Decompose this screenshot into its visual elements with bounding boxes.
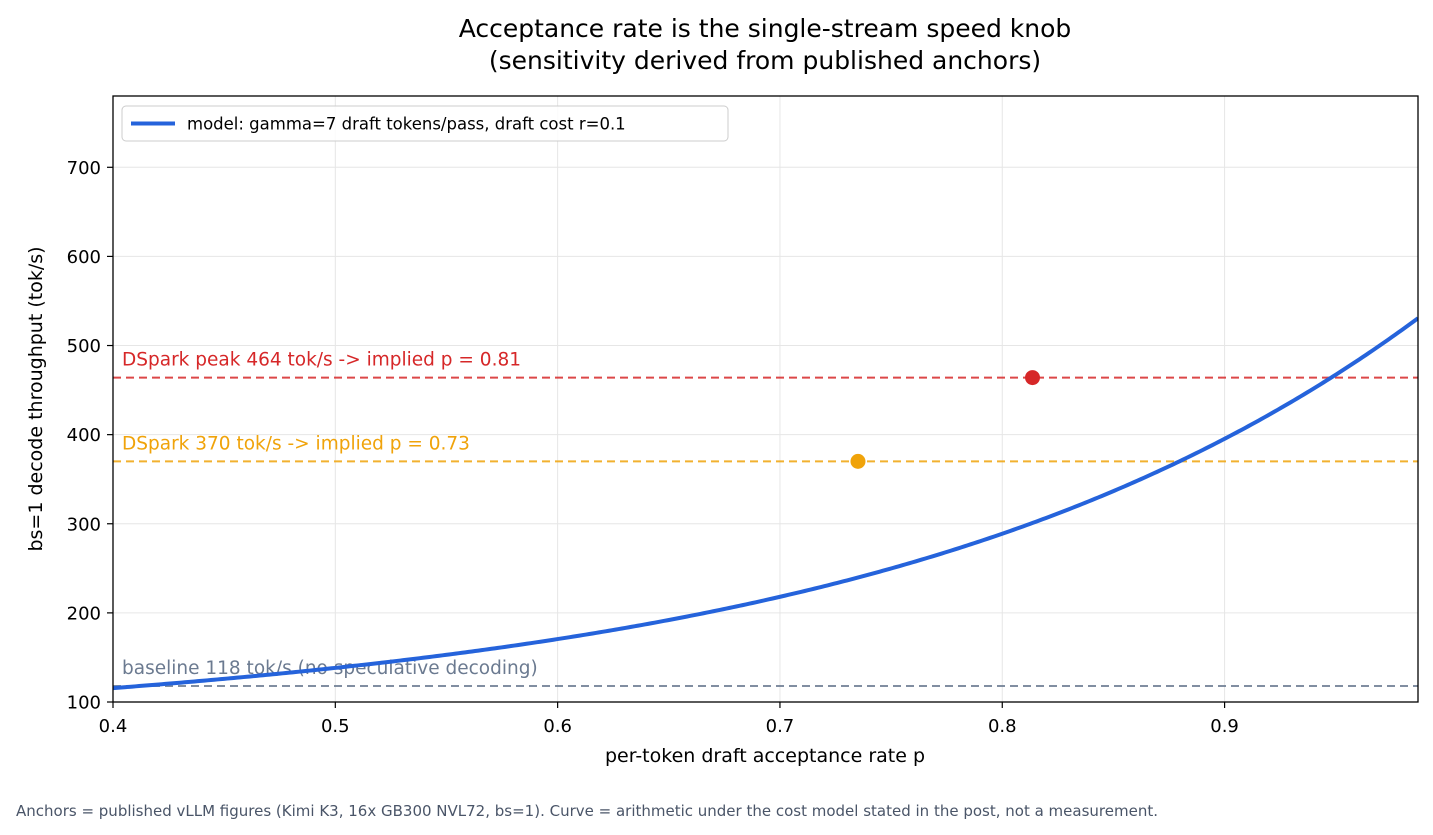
y-tick-label: 700: [67, 158, 101, 179]
x-tick-label: 0.9: [1210, 716, 1239, 737]
x-tick-label: 0.4: [99, 716, 128, 737]
reference-label: DSpark 370 tok/s -> implied p = 0.73: [122, 433, 470, 454]
anchor-points: [850, 370, 1041, 469]
grid-lines: [113, 96, 1418, 702]
x-tick-label: 0.8: [988, 716, 1017, 737]
y-tick-label: 100: [67, 693, 101, 714]
reference-lines: DSpark peak 464 tok/s -> implied p = 0.8…: [113, 350, 1418, 687]
reference-label: DSpark peak 464 tok/s -> implied p = 0.8…: [122, 350, 521, 371]
legend-label: model: gamma=7 draft tokens/pass, draft …: [187, 115, 626, 134]
x-tick-label: 0.5: [321, 716, 350, 737]
y-axis-label: bs=1 decode throughput (tok/s): [25, 246, 47, 551]
x-axis-label: per-token draft acceptance rate p: [605, 745, 925, 767]
anchor-point: [1025, 370, 1041, 386]
model-curve-group: [113, 316, 1418, 691]
chart-subtitle: (sensitivity derived from published anch…: [489, 46, 1041, 75]
footnote: Anchors = published vLLM figures (Kimi K…: [16, 802, 1158, 820]
plot-frame: [112, 95, 1419, 703]
plot-background: [113, 96, 1418, 702]
legend: model: gamma=7 draft tokens/pass, draft …: [121, 105, 729, 142]
x-axis-ticks: 0.4 0.5 0.6 0.7 0.8 0.9: [99, 702, 1239, 737]
y-tick-label: 400: [67, 425, 101, 446]
y-tick-label: 500: [67, 336, 101, 357]
x-tick-label: 0.6: [543, 716, 572, 737]
chart-title: Acceptance rate is the single-stream spe…: [459, 14, 1072, 43]
y-tick-label: 600: [67, 247, 101, 268]
plot-area: DSpark peak 464 tok/s -> implied p = 0.8…: [112, 95, 1419, 703]
y-tick-label: 200: [67, 603, 101, 624]
y-tick-label: 300: [67, 514, 101, 535]
y-axis-ticks: 100 200 300 400 500 600 700: [67, 158, 113, 714]
model-curve-line: [113, 316, 1418, 691]
legend-box: [121, 105, 729, 142]
anchor-point: [850, 453, 866, 469]
x-tick-label: 0.7: [766, 716, 795, 737]
